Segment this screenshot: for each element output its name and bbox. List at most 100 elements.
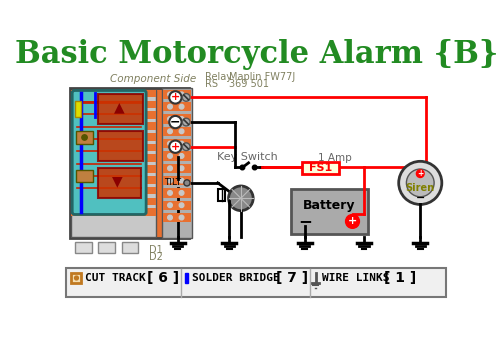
Circle shape	[228, 186, 253, 211]
Circle shape	[252, 165, 257, 170]
Circle shape	[169, 141, 181, 153]
Circle shape	[112, 167, 116, 171]
Circle shape	[140, 200, 144, 203]
Circle shape	[131, 124, 135, 128]
Circle shape	[104, 200, 108, 203]
Circle shape	[112, 156, 116, 160]
Circle shape	[140, 178, 144, 182]
Text: TILT: TILT	[164, 178, 181, 187]
Circle shape	[168, 203, 172, 208]
Circle shape	[168, 178, 172, 183]
Bar	[72, 273, 82, 283]
Text: ▲: ▲	[114, 100, 124, 115]
Circle shape	[76, 178, 80, 182]
Circle shape	[85, 210, 89, 214]
Circle shape	[131, 210, 135, 214]
Bar	[72, 165, 156, 173]
Circle shape	[85, 167, 89, 171]
Circle shape	[131, 102, 135, 106]
Bar	[122, 242, 138, 253]
Circle shape	[76, 189, 80, 192]
Bar	[302, 162, 340, 175]
Circle shape	[168, 104, 172, 109]
Circle shape	[112, 146, 116, 149]
Text: SOLDER BRIDGE: SOLDER BRIDGE	[192, 273, 280, 283]
Circle shape	[104, 92, 108, 95]
Bar	[98, 131, 143, 160]
Circle shape	[94, 200, 98, 203]
Text: +: +	[171, 142, 180, 152]
Bar	[72, 122, 156, 130]
Circle shape	[180, 104, 184, 109]
Circle shape	[180, 203, 184, 208]
Circle shape	[122, 146, 126, 149]
Circle shape	[168, 215, 172, 220]
Circle shape	[131, 189, 135, 192]
Circle shape	[85, 156, 89, 160]
Circle shape	[140, 135, 144, 139]
Circle shape	[140, 167, 144, 171]
Bar	[163, 201, 191, 210]
Circle shape	[104, 189, 108, 192]
Bar	[72, 90, 156, 97]
Bar	[163, 188, 191, 197]
Bar	[163, 139, 191, 148]
Circle shape	[76, 92, 80, 95]
Circle shape	[131, 135, 135, 139]
Circle shape	[94, 146, 98, 149]
Circle shape	[140, 92, 144, 95]
Text: Key Switch: Key Switch	[216, 152, 278, 162]
Circle shape	[180, 215, 184, 220]
Circle shape	[104, 156, 108, 160]
Text: −: −	[170, 116, 180, 128]
Circle shape	[140, 156, 144, 160]
Circle shape	[94, 156, 98, 160]
Bar	[76, 100, 80, 117]
Circle shape	[76, 200, 80, 203]
Text: Relay: Relay	[204, 72, 232, 83]
Circle shape	[122, 113, 126, 117]
Circle shape	[140, 210, 144, 214]
Text: [ 6 ]: [ 6 ]	[147, 271, 179, 285]
Circle shape	[76, 146, 80, 149]
Text: 369 501: 369 501	[230, 79, 270, 89]
Circle shape	[122, 200, 126, 203]
Circle shape	[180, 92, 184, 97]
Circle shape	[122, 124, 126, 128]
Circle shape	[112, 113, 116, 117]
Circle shape	[76, 135, 80, 139]
Circle shape	[131, 178, 135, 182]
Text: −: −	[298, 212, 312, 231]
Circle shape	[122, 156, 126, 160]
Circle shape	[104, 135, 108, 139]
Bar	[72, 100, 156, 108]
Circle shape	[94, 102, 98, 106]
Bar	[72, 187, 156, 194]
Circle shape	[76, 102, 80, 106]
Bar	[72, 133, 156, 141]
Circle shape	[169, 116, 181, 128]
Circle shape	[168, 141, 172, 146]
Circle shape	[94, 92, 98, 95]
Circle shape	[104, 178, 108, 182]
Text: Siren: Siren	[406, 183, 435, 192]
Text: ▼: ▼	[112, 174, 123, 188]
FancyBboxPatch shape	[72, 91, 146, 214]
Circle shape	[406, 169, 434, 197]
Circle shape	[85, 135, 89, 139]
Text: Basic Motorcycle Alarm {B}: Basic Motorcycle Alarm {B}	[14, 39, 498, 70]
Circle shape	[169, 91, 181, 103]
Circle shape	[85, 146, 89, 149]
Circle shape	[140, 146, 144, 149]
Bar	[98, 94, 143, 124]
Circle shape	[140, 113, 144, 117]
Circle shape	[85, 124, 89, 128]
Circle shape	[122, 210, 126, 214]
Bar	[163, 127, 191, 136]
Circle shape	[76, 167, 80, 171]
Circle shape	[85, 92, 89, 95]
Circle shape	[168, 166, 172, 171]
Circle shape	[122, 178, 126, 182]
Circle shape	[140, 189, 144, 192]
Text: [ 7 ]: [ 7 ]	[276, 271, 308, 285]
